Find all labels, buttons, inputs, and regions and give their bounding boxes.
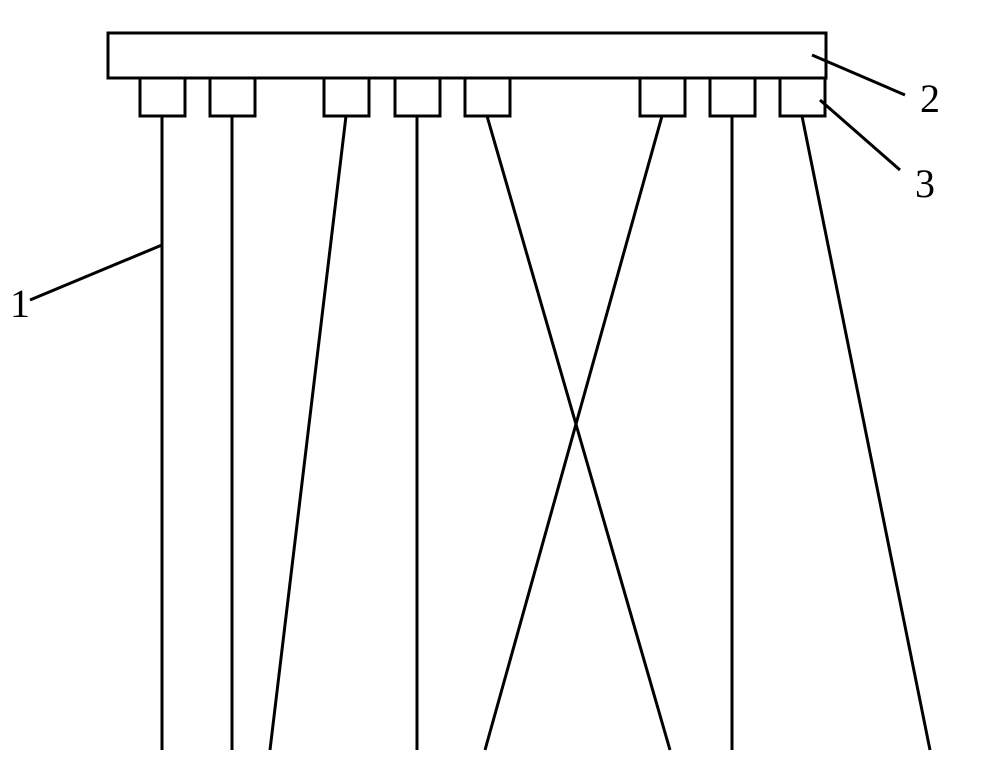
diagram-svg [0, 0, 984, 770]
block-3 [324, 78, 369, 116]
block-8 [780, 78, 825, 116]
leader-1 [30, 245, 162, 300]
block-6 [640, 78, 685, 116]
top-bar [108, 33, 826, 78]
block-5 [465, 78, 510, 116]
beam-5 [487, 116, 670, 750]
beam-3 [270, 116, 346, 750]
beam-6 [485, 116, 662, 750]
label-3: 3 [915, 160, 935, 207]
block-2 [210, 78, 255, 116]
diagram-canvas: 1 2 3 [0, 0, 984, 770]
beam-8 [802, 116, 930, 750]
label-2: 2 [920, 75, 940, 122]
block-7 [710, 78, 755, 116]
label-1: 1 [10, 280, 30, 327]
leader-3 [820, 100, 900, 170]
block-1 [140, 78, 185, 116]
block-4 [395, 78, 440, 116]
